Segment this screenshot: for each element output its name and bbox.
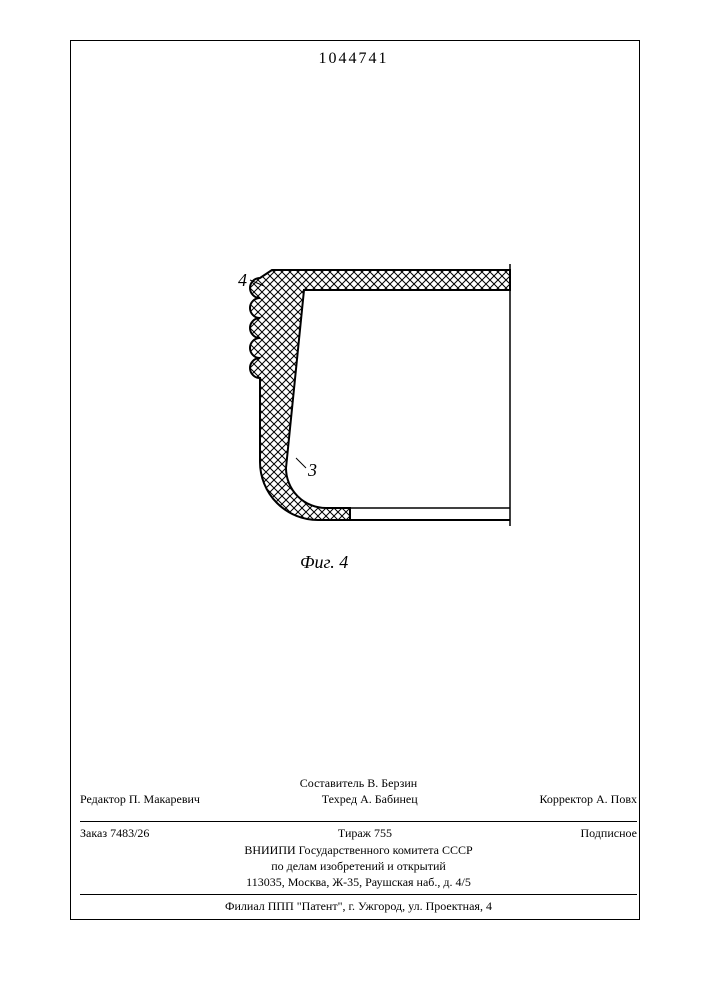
footer-org1: ВНИИПИ Государственного комитета СССР [80, 842, 637, 858]
figure-caption: Фиг. 4 [300, 552, 348, 573]
ref-label-4: 4 [238, 270, 247, 291]
page: 1044741 4 3 Фиг. 4 Составит [0, 0, 707, 1000]
editor-label: Редактор [80, 792, 126, 806]
techred: Техред А. Бабинец [322, 791, 418, 807]
footer-staff-line: Редактор П. Макаревич Техред А. Бабинец … [80, 791, 637, 807]
footer-org2: по делам изобретений и открытий [80, 858, 637, 874]
techred-label: Техред [322, 792, 357, 806]
techred-name: А. Бабинец [360, 792, 418, 806]
footer-address1: 113035, Москва, Ж-35, Раушская наб., д. … [80, 874, 637, 890]
footer-branch: Филиал ППП "Патент", г. Ужгород, ул. Про… [80, 895, 637, 914]
tirage: Тираж 755 [338, 825, 392, 841]
figure-4 [230, 260, 530, 540]
editor: Редактор П. Макаревич [80, 791, 200, 807]
footer: Составитель В. Берзин Редактор П. Макаре… [80, 775, 637, 914]
composer-label: Составитель [300, 776, 364, 790]
order: Заказ 7483/26 [80, 825, 149, 841]
sign: Подписное [580, 825, 637, 841]
footer-composer-line: Составитель В. Берзин [80, 775, 637, 791]
tirage-value: 755 [374, 826, 392, 840]
patent-number: 1044741 [0, 50, 707, 68]
leader-3 [296, 458, 306, 468]
order-value: 7483/26 [110, 826, 149, 840]
order-label: Заказ [80, 826, 107, 840]
tirage-label: Тираж [338, 826, 371, 840]
corrector: Корректор А. Повх [539, 791, 637, 807]
corrector-name: А. Повх [596, 792, 637, 806]
section-hatch [250, 270, 510, 520]
composer-name: В. Берзин [367, 776, 417, 790]
editor-name: П. Макаревич [129, 792, 200, 806]
ref-label-3: 3 [308, 460, 317, 481]
figure-svg [230, 260, 530, 540]
footer-order-line: Заказ 7483/26 Тираж 755 Подписное [80, 821, 637, 841]
corrector-label: Корректор [539, 792, 593, 806]
